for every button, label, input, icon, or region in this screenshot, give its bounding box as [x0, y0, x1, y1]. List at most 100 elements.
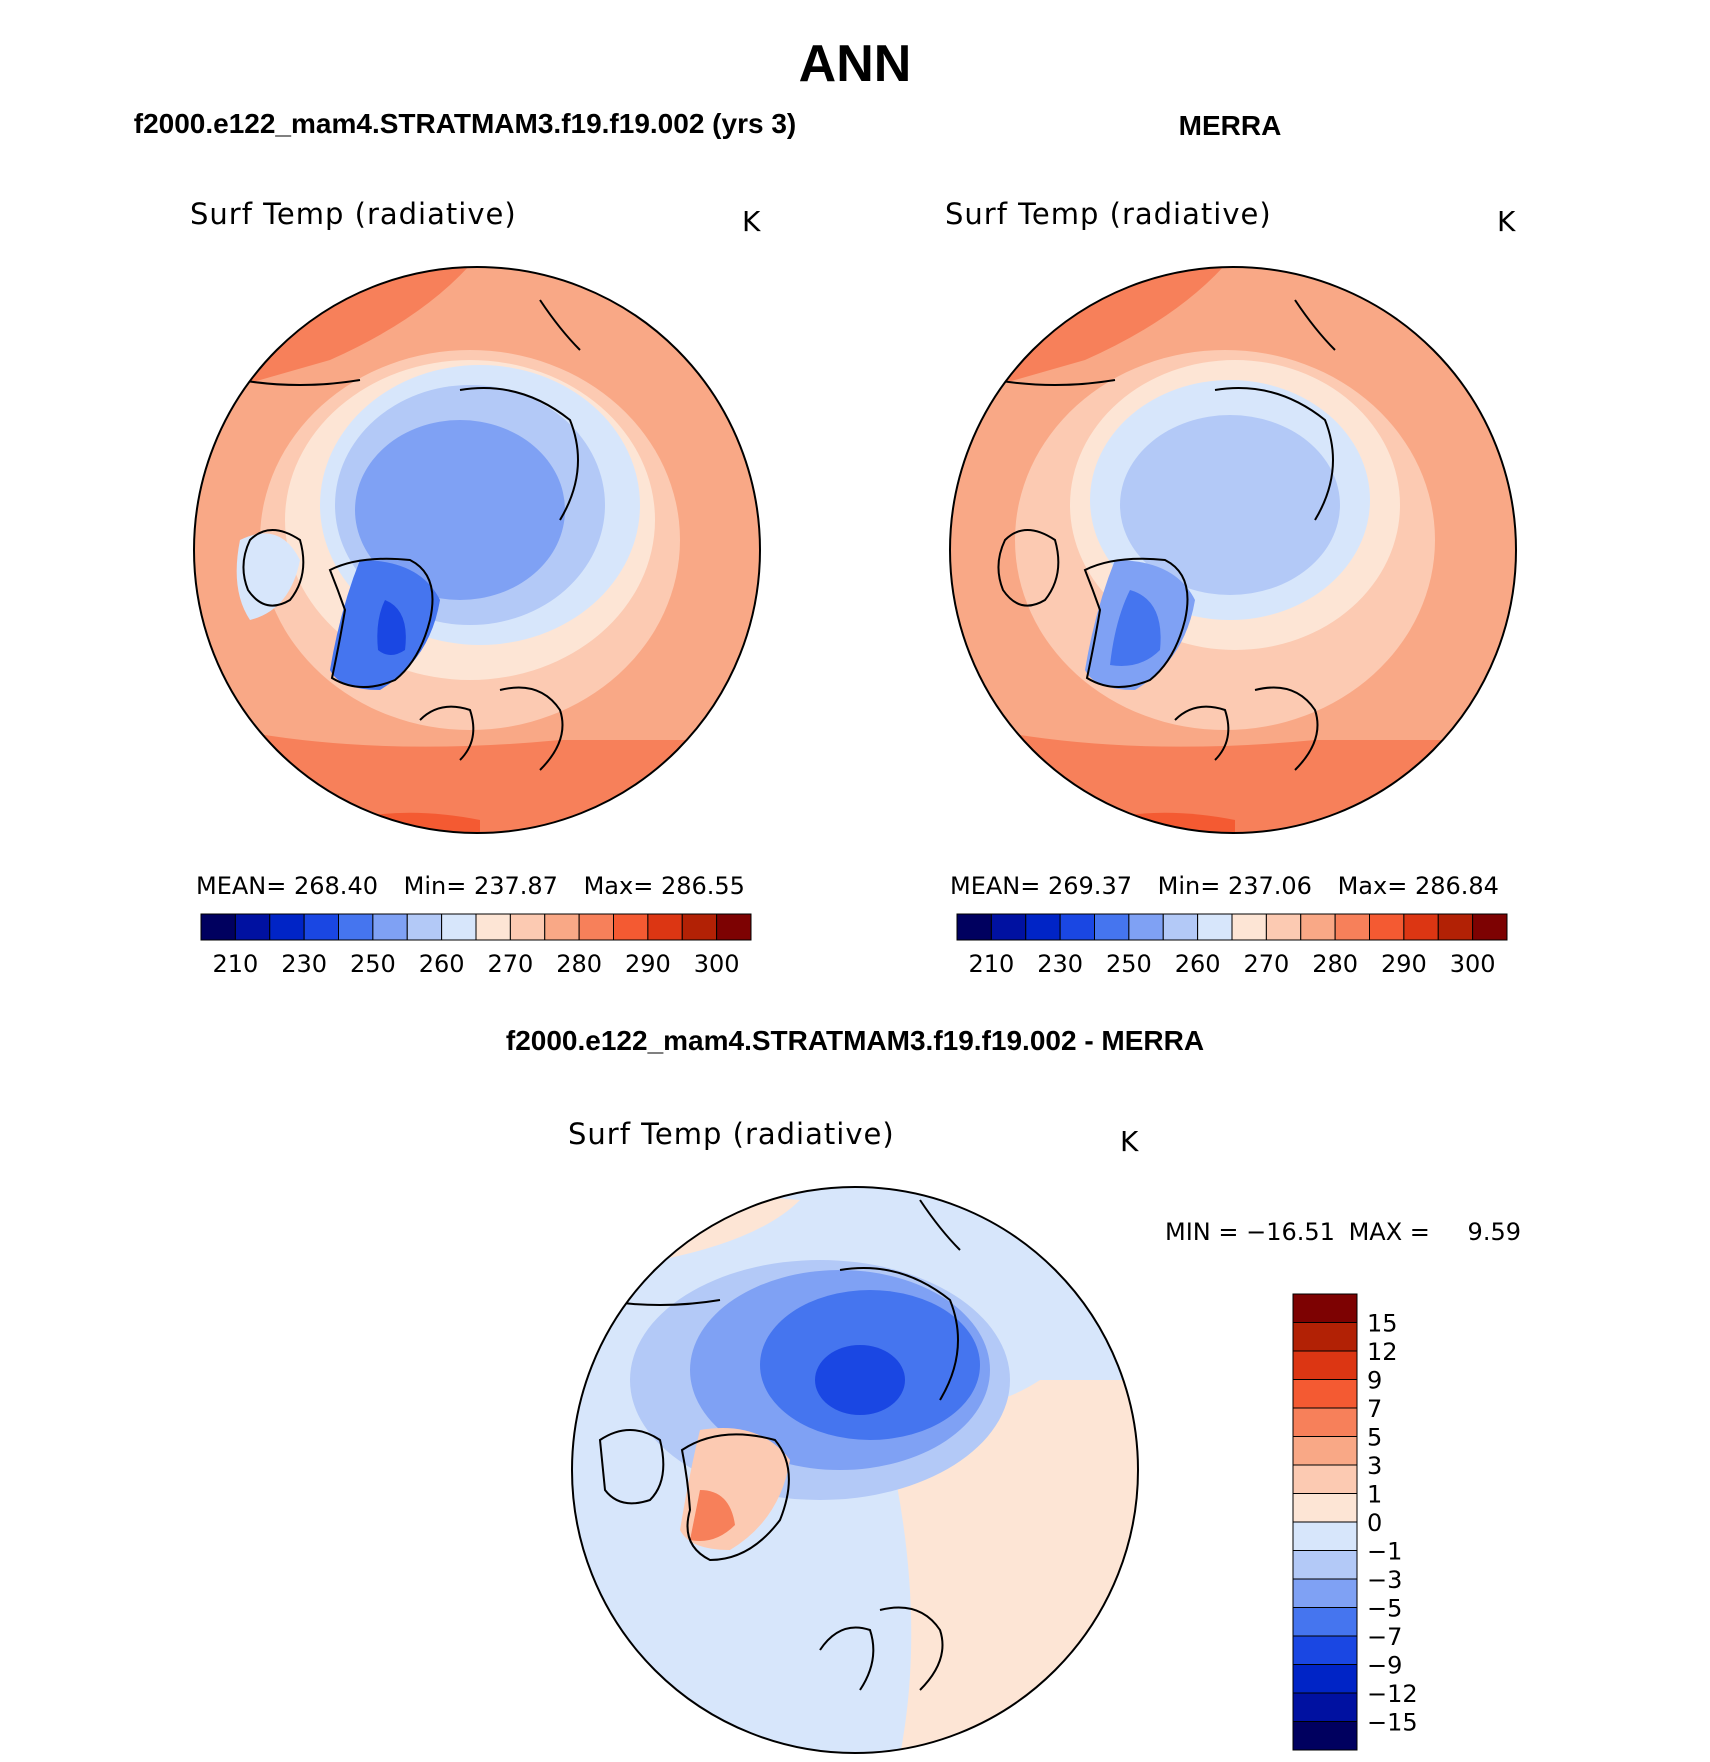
diff-colorbar-swatch-3 [1292, 1379, 1358, 1409]
panel-2-colorbar-swatch-8 [1231, 913, 1267, 941]
panel-2-colorbar-tick-label-0: 210 [968, 950, 1014, 978]
diff-colorbar-tick-label-0: 15 [1367, 1310, 1398, 1338]
diff-min-label: MIN = [1165, 1218, 1239, 1246]
diff-colorbar-swatch-14 [1292, 1692, 1358, 1722]
diff-colorbar-swatch-5 [1292, 1436, 1358, 1466]
panel-1-colorbar: 210 230 250 260 270 280 290 300 [200, 913, 752, 978]
diff-colorbar-swatch-9 [1292, 1550, 1358, 1580]
panel-1-colorbar-tick-label-3: 260 [419, 950, 465, 978]
diff-colorbar-swatch-12 [1292, 1635, 1358, 1665]
panel-1-colorbar-tick-label-5: 280 [556, 950, 602, 978]
panel-1-colorbar-tick-label-4: 270 [487, 950, 533, 978]
panel-2-map-border [949, 266, 1517, 834]
panel-1-colorbar-tick-label-6: 290 [625, 950, 671, 978]
panel-1-mean-label: MEAN= [196, 872, 287, 900]
diff-colorbar-tick-label-6: 1 [1367, 1481, 1382, 1509]
panel-2-colorbar-swatch-9 [1265, 913, 1302, 941]
diff-stats: MIN = −16.51 MAX = 9.59 [1165, 1218, 1521, 1246]
diff-colorbar-tick-label-13: −12 [1367, 1680, 1418, 1708]
panel-2-colorbar-swatch-14 [1437, 913, 1474, 941]
panel-2-colorbar-swatch-6 [1162, 913, 1199, 941]
diff-colorbar-tick-label-7: 0 [1367, 1509, 1382, 1537]
panel-1-colorbar-swatch-1 [234, 913, 271, 941]
season-title: ANN [798, 35, 912, 93]
panel-1-stats: MEAN= 268.40 Min= 237.87 Max= 286.55 [196, 872, 745, 900]
panel-1-max-label: Max= [583, 872, 654, 900]
panel-2-colorbar-swatch-7 [1197, 913, 1233, 941]
panel-1-colorbar-swatch-5 [372, 913, 408, 941]
diff-colorbar-tick-label-11: −7 [1367, 1623, 1402, 1651]
panel-1-min-label: Min= [403, 872, 467, 900]
panel-2-colorbar-swatch-3 [1059, 913, 1095, 941]
panel-2-colorbar-swatch-10 [1300, 913, 1336, 941]
diff-max: 9.59 [1467, 1218, 1521, 1246]
panel-1-colorbar-swatch-6 [406, 913, 443, 941]
diff-map-border [571, 1186, 1139, 1754]
panel-1-colorbar-swatch-13 [647, 913, 683, 941]
diff-colorbar-swatch-8 [1292, 1521, 1358, 1551]
panel-1-colorbar-swatch-7 [441, 913, 477, 941]
panel-1-colorbar-swatch-4 [338, 913, 374, 941]
diff-colorbar-tick-label-3: 7 [1367, 1395, 1382, 1423]
panel-1-variable: Surf Temp (radiative) [190, 197, 517, 231]
diff-colorbar-swatch-2 [1292, 1350, 1358, 1380]
panel-2-colorbar-swatch-1 [990, 913, 1027, 941]
diff-polar-map [572, 1187, 1138, 1753]
panel-2-colorbar-swatch-13 [1403, 913, 1439, 941]
panel-2-mean: 269.37 [1048, 872, 1132, 900]
diff-colorbar-swatch-1 [1292, 1322, 1358, 1352]
diff-variable: Surf Temp (radiative) [568, 1117, 895, 1151]
panel-2-colorbar-tick-label-5: 280 [1312, 950, 1358, 978]
panel-2-colorbar-swatch-4 [1094, 913, 1130, 941]
panel-2-mean-label: MEAN= [950, 872, 1041, 900]
diff-colorbar-swatch-11 [1292, 1607, 1358, 1637]
panel-2-colorbar-swatch-15 [1472, 913, 1508, 941]
panel-1-colorbar-swatch-9 [509, 913, 546, 941]
diff-colorbar-tick-label-5: 3 [1367, 1452, 1382, 1480]
panel-2-colorbar-tick-label-6: 290 [1381, 950, 1427, 978]
panel-1-colorbar-swatch-15 [716, 913, 752, 941]
panel-1-colorbar-swatch-2 [269, 913, 305, 941]
panel-2-min-label: Min= [1157, 872, 1221, 900]
panel-2-colorbar-tick-label-3: 260 [1175, 950, 1221, 978]
panel-1-colorbar-swatch-8 [475, 913, 511, 941]
diff-colorbar-tick-label-1: 12 [1367, 1338, 1398, 1366]
panel-2-colorbar-swatch-0 [956, 913, 992, 941]
diff-colorbar-tick-label-4: 5 [1367, 1424, 1382, 1452]
diff-colorbar-swatch-13 [1292, 1664, 1358, 1694]
diff-colorbar-swatch-15 [1292, 1721, 1358, 1751]
diff-colorbar-swatch-4 [1292, 1407, 1358, 1437]
panel-2-colorbar-tick-label-7: 300 [1450, 950, 1496, 978]
panel-2-min: 237.06 [1227, 872, 1312, 900]
panel-1-colorbar-tick-label-0: 210 [212, 950, 258, 978]
panel-1-colorbar-tick-label-7: 300 [694, 950, 740, 978]
panel-1-colorbar-swatch-11 [578, 913, 614, 941]
panel-2-colorbar-swatch-11 [1334, 913, 1370, 941]
diff-colorbar-tick-label-8: −1 [1367, 1538, 1402, 1566]
panel-1-colorbar-tick-label-1: 230 [281, 950, 327, 978]
diff-colorbar-tick-label-10: −5 [1367, 1595, 1402, 1623]
panel-1-map-border [193, 266, 761, 834]
panel-1-colorbar-tick-label-2: 250 [350, 950, 396, 978]
panel-2-max-label: Max= [1337, 872, 1408, 900]
panel-2-colorbar-swatch-12 [1369, 913, 1405, 941]
diff-colorbar-tick-label-14: −15 [1367, 1709, 1418, 1737]
panel-1-mean: 268.40 [294, 872, 378, 900]
diff-title: f2000.e122_mam4.STRATMAM3.f19.f19.002 - … [505, 1025, 1205, 1056]
diff-colorbar-swatch-6 [1292, 1464, 1358, 1494]
diff-max-label: MAX = [1348, 1218, 1430, 1246]
panel-2-colorbar-swatch-2 [1025, 913, 1061, 941]
panel-2-colorbar-swatch-5 [1128, 913, 1164, 941]
panel-1-colorbar-swatch-12 [613, 913, 649, 941]
panel-1-units: K [742, 205, 761, 238]
panel-2-colorbar: 210 230 250 260 270 280 290 300 [956, 913, 1508, 978]
panel-2-colorbar-tick-label-4: 270 [1243, 950, 1289, 978]
diff-colorbar-tick-label-12: −9 [1367, 1652, 1402, 1680]
diff-colorbar-tick-label-9: −3 [1367, 1566, 1402, 1594]
panel-2-max: 286.84 [1414, 872, 1499, 900]
diff-colorbar-swatch-7 [1292, 1493, 1358, 1523]
diff-colorbar-swatch-10 [1292, 1578, 1358, 1608]
panel-2-colorbar-tick-label-1: 230 [1037, 950, 1083, 978]
